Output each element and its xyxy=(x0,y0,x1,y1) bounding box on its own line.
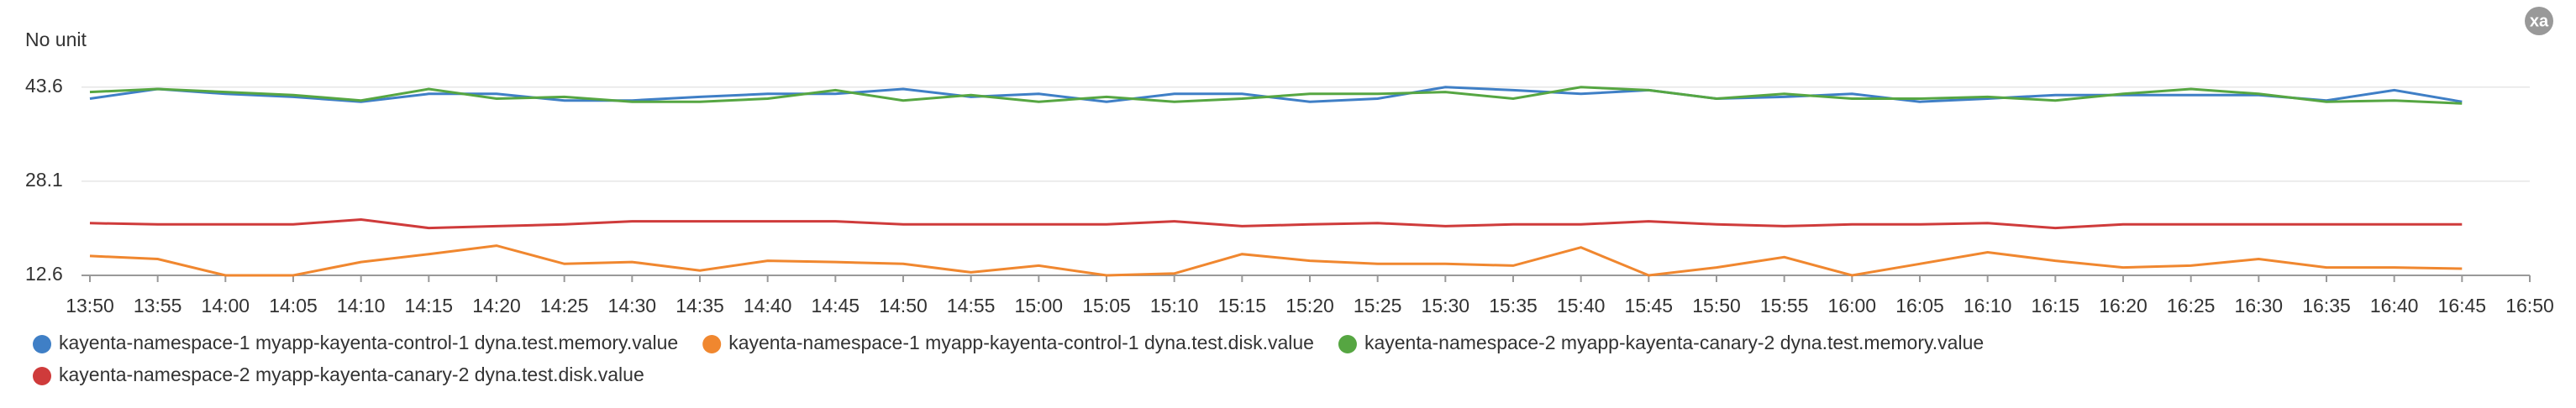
x-tick-label: 15:55 xyxy=(1760,295,1809,316)
x-tick-label: 16:45 xyxy=(2438,295,2487,316)
x-tick-label: 15:20 xyxy=(1285,295,1334,316)
legend-label: kayenta-namespace-1 myapp-kayenta-contro… xyxy=(728,332,1314,353)
legend-label: kayenta-namespace-1 myapp-kayenta-contro… xyxy=(59,332,678,353)
series-line xyxy=(89,217,2463,230)
x-tick-label: 16:50 xyxy=(2505,295,2554,316)
legend-swatch xyxy=(702,335,722,353)
legend-label: kayenta-namespace-2 myapp-kayenta-canary… xyxy=(59,364,644,385)
y-tick-label: 12.6 xyxy=(25,263,63,285)
series-line xyxy=(89,244,2463,277)
badge-bg xyxy=(2525,7,2553,35)
x-tick-label: 14:45 xyxy=(812,295,860,316)
x-tick-label: 15:30 xyxy=(1422,295,1470,316)
x-tick-label: 16:20 xyxy=(2099,295,2148,316)
x-tick-label: 14:35 xyxy=(676,295,724,316)
x-tick-label: 16:15 xyxy=(2032,295,2080,316)
x-tick-label: 16:05 xyxy=(1895,295,1944,316)
x-tick-label: 13:50 xyxy=(66,295,114,316)
x-tick-label: 14:20 xyxy=(472,295,521,316)
x-tick-label: 13:55 xyxy=(134,295,182,316)
series-line xyxy=(89,86,2463,105)
x-tick-label: 15:50 xyxy=(1692,295,1741,316)
x-tick-label: 14:25 xyxy=(540,295,589,316)
legend-swatch xyxy=(33,367,51,385)
x-tick-label: 15:05 xyxy=(1082,295,1131,316)
x-tick-label: 15:25 xyxy=(1354,295,1402,316)
legend-swatch xyxy=(1338,335,1357,353)
x-tick-label: 16:30 xyxy=(2235,295,2284,316)
x-tick-label: 14:10 xyxy=(337,295,386,316)
x-tick-label: 14:00 xyxy=(202,295,250,316)
x-tick-label: 16:35 xyxy=(2302,295,2351,316)
x-tick-label: 16:00 xyxy=(1828,295,1877,316)
x-tick-label: 14:15 xyxy=(405,295,454,316)
x-tick-label: 16:10 xyxy=(1964,295,2012,316)
y-axis-label: No unit xyxy=(25,29,87,50)
x-tick-label: 14:30 xyxy=(608,295,657,316)
x-tick-label: 16:40 xyxy=(2370,295,2419,316)
x-tick-label: 16:25 xyxy=(2167,295,2216,316)
x-tick-label: 15:00 xyxy=(1015,295,1064,316)
legend-swatch xyxy=(33,335,51,353)
x-tick-label: 15:10 xyxy=(1150,295,1199,316)
y-tick-label: 43.6 xyxy=(25,75,63,97)
x-tick-label: 14:55 xyxy=(947,295,996,316)
x-tick-label: 14:05 xyxy=(269,295,318,316)
y-tick-label: 28.1 xyxy=(25,169,63,191)
x-tick-label: 14:50 xyxy=(879,295,928,316)
x-tick-label: 15:40 xyxy=(1557,295,1606,316)
badge: xa xyxy=(2530,12,2549,30)
x-tick-label: 15:35 xyxy=(1489,295,1538,316)
series-line xyxy=(89,86,2463,103)
x-tick-label: 15:45 xyxy=(1625,295,1674,316)
x-tick-label: 14:40 xyxy=(744,295,792,316)
legend-label: kayenta-namespace-2 myapp-kayenta-canary… xyxy=(1364,332,1984,353)
x-tick-label: 15:15 xyxy=(1218,295,1267,316)
